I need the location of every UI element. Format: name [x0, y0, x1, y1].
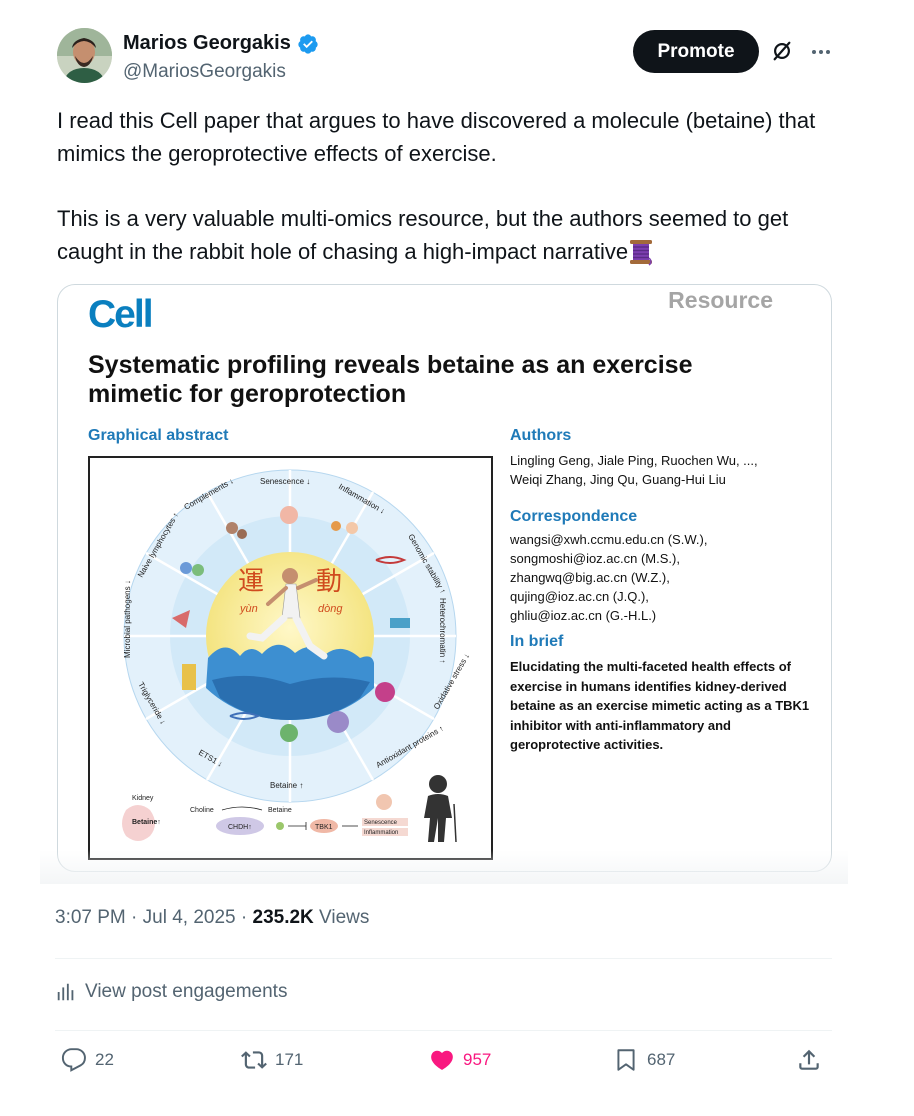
repost-button[interactable]: 171	[241, 1047, 303, 1073]
ring-label: Microbial pathogens ↓	[123, 580, 132, 658]
share-icon	[799, 1049, 819, 1070]
center-char-2: 動	[316, 567, 342, 597]
repost-icon	[241, 1051, 267, 1069]
post-actions: 22 171 957 687	[55, 1047, 832, 1081]
center-char-1: 運	[238, 567, 264, 597]
views-label: Views	[313, 907, 370, 928]
reply-button[interactable]: 22	[61, 1047, 114, 1073]
ring-label: Senescence ↓	[260, 477, 310, 486]
choline-label: Choline	[190, 807, 214, 814]
share-button[interactable]	[796, 1047, 822, 1073]
center-roman-2: dòng	[318, 603, 343, 615]
graphical-abstract-heading: Graphical abstract	[88, 427, 229, 444]
post-media-image[interactable]: Cell Resource Systematic profiling revea…	[57, 284, 832, 872]
post-meta: 3:07 PM · Jul 4, 2025 · 235.2K Views	[55, 907, 369, 929]
correspondence-list: wangsi@xwh.ccmu.edu.cn (S.W.), songmoshi…	[510, 530, 810, 625]
betaine-up-label: Betaine↑	[132, 819, 161, 826]
journal-logo: Cell	[88, 293, 154, 336]
verified-badge-icon[interactable]	[297, 33, 319, 55]
view-engagements-link[interactable]: View post engagements	[55, 981, 287, 1003]
correspondence-email: wangsi@xwh.ccmu.edu.cn (S.W.),	[510, 532, 708, 547]
analytics-icon	[57, 983, 74, 1001]
authors-line: Weiqi Zhang, Jing Qu, Guang-Hui Liu	[510, 472, 726, 487]
chdh-label: CHDH↑	[228, 824, 252, 831]
in-brief-text: Elucidating the multi-faceted health eff…	[510, 659, 810, 752]
like-button[interactable]: 957	[429, 1047, 491, 1073]
ring-label: Heterochromatin ↑	[438, 598, 447, 663]
thread-spool-emoji-icon	[630, 240, 653, 266]
avatar[interactable]	[57, 28, 112, 83]
reply-icon	[61, 1048, 86, 1072]
author-handle[interactable]: @MariosGeorgakis	[123, 61, 286, 82]
repost-count: 171	[275, 1050, 304, 1069]
more-options-icon[interactable]	[809, 40, 833, 64]
authors-line: Lingling Geng, Jiale Ping, Ruochen Wu, .…	[510, 453, 758, 468]
views-count: 235.2K	[252, 907, 314, 928]
paper-title: Systematic profiling reveals betaine as …	[88, 351, 693, 408]
bookmark-count: 687	[647, 1050, 676, 1069]
heart-icon	[431, 1050, 453, 1070]
in-brief-heading: In brief	[510, 633, 564, 650]
correspondence-email: ghliu@ioz.ac.cn (G.-H.L.)	[510, 608, 657, 623]
promote-button[interactable]: Promote	[633, 30, 759, 73]
reply-count: 22	[95, 1050, 114, 1069]
correspondence-email: songmoshi@ioz.ac.cn (M.S.),	[510, 551, 680, 566]
post-text-paragraph-1: I read this Cell paper that argues to ha…	[57, 108, 816, 166]
authors-list: Lingling Geng, Jiale Ping, Ruochen Wu, .…	[510, 451, 810, 489]
divider	[55, 1030, 832, 1031]
inflammation-label: Inflammation	[364, 830, 398, 836]
tbk1-label: TBK1	[315, 824, 333, 831]
media-fade	[40, 850, 848, 884]
ring-icons	[172, 506, 410, 742]
article-type: Resource	[668, 287, 773, 313]
view-engagements-label: View post engagements	[85, 981, 288, 1002]
correspondence-heading: Correspondence	[510, 508, 638, 525]
ring-label: Betaine ↑	[270, 781, 303, 790]
authors-heading: Authors	[510, 427, 572, 444]
correspondence-email: zhangwq@big.ac.cn (W.Z.),	[510, 570, 670, 585]
post-timestamp[interactable]: 3:07 PM · Jul 4, 2025 ·	[55, 907, 253, 928]
author-name[interactable]: Marios Georgakis	[123, 32, 291, 54]
betaine-label: Betaine	[268, 807, 292, 814]
post-text-paragraph-2-text: This is a very valuable multi-omics reso…	[57, 206, 789, 264]
center-roman-1: yùn	[239, 603, 258, 615]
senescence-label: Senescence	[364, 820, 398, 826]
graphical-abstract: 運 動 yùn dòng Senescence ↓	[88, 456, 493, 860]
graphical-abstract-figure: 運 動 yùn dòng Senescence ↓	[122, 469, 471, 843]
post-text: I read this Cell paper that argues to ha…	[57, 104, 857, 268]
bookmark-icon	[617, 1049, 635, 1071]
post-header: Marios Georgakis @MariosGeorgakis Promot…	[57, 28, 857, 84]
grok-icon[interactable]	[771, 40, 793, 62]
bookmark-button[interactable]: 687	[613, 1047, 675, 1073]
correspondence-email: qujing@ioz.ac.cn (J.Q.),	[510, 589, 649, 604]
kidney-label: Kidney	[132, 795, 154, 802]
like-count: 957	[463, 1050, 492, 1069]
divider	[55, 958, 832, 959]
pathway-strip: Kidney Betaine↑ Choline Betaine CHDH↑ TB…	[122, 775, 457, 843]
post-text-paragraph-2: This is a very valuable multi-omics reso…	[57, 202, 857, 268]
